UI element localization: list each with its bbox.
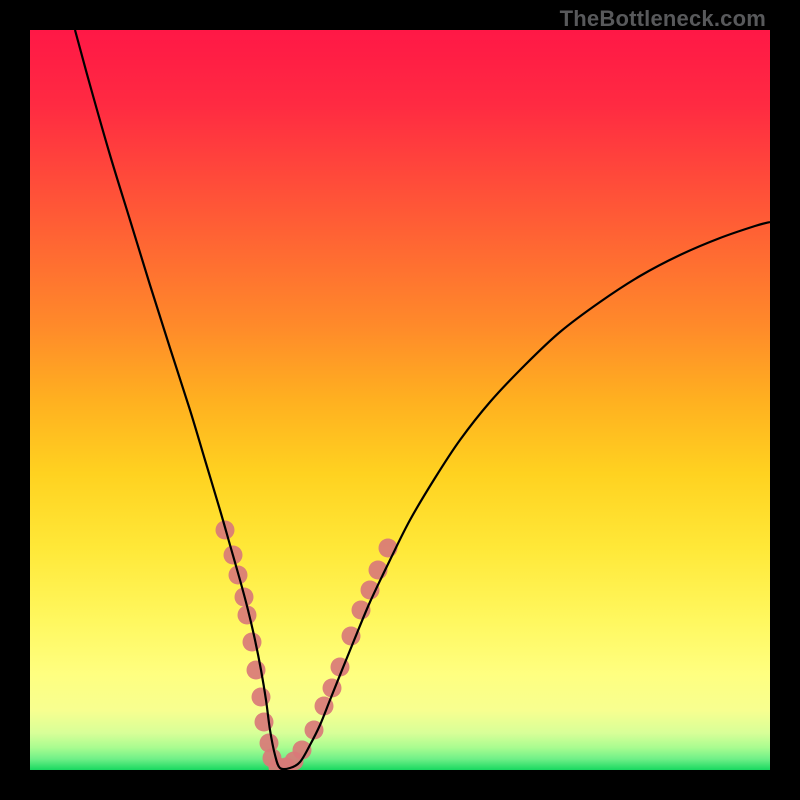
- marker-dot: [243, 633, 262, 652]
- watermark-text: TheBottleneck.com: [560, 6, 766, 32]
- plot-area: [30, 30, 770, 770]
- curve-layer: [30, 30, 770, 770]
- marker-dot: [293, 741, 312, 760]
- chart-frame: TheBottleneck.com: [0, 0, 800, 800]
- marker-dot: [252, 688, 271, 707]
- bottleneck-curve: [75, 30, 770, 769]
- marker-dots-group: [216, 521, 398, 771]
